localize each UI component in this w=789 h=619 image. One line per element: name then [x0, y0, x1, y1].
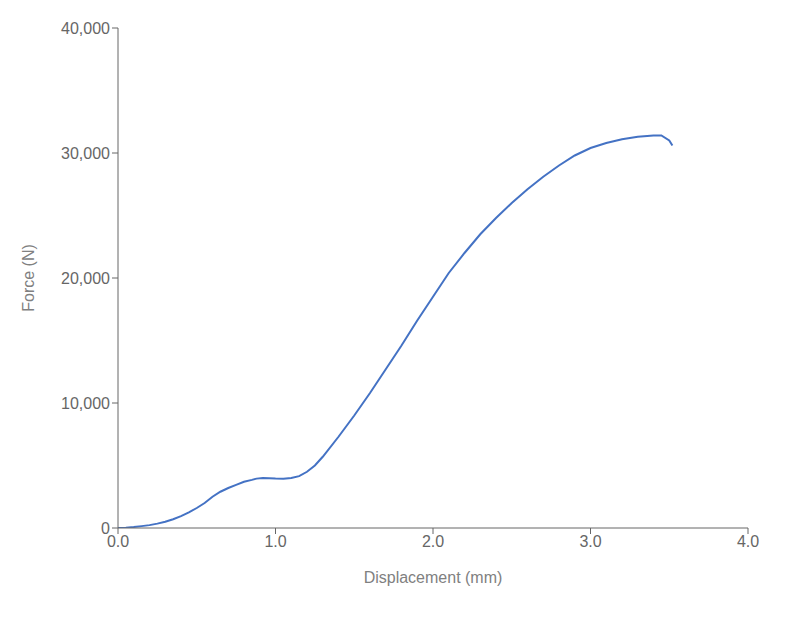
- svg-text:20,000: 20,000: [61, 270, 110, 287]
- svg-text:4.0: 4.0: [737, 533, 759, 550]
- svg-text:40,000: 40,000: [61, 20, 110, 37]
- svg-text:3.0: 3.0: [579, 533, 601, 550]
- svg-text:Displacement (mm): Displacement (mm): [364, 569, 503, 586]
- svg-text:30,000: 30,000: [61, 145, 110, 162]
- svg-text:0.0: 0.0: [107, 533, 129, 550]
- svg-text:1.0: 1.0: [264, 533, 286, 550]
- svg-text:0: 0: [101, 520, 110, 537]
- svg-text:Force (N): Force (N): [20, 244, 37, 312]
- svg-text:2.0: 2.0: [422, 533, 444, 550]
- svg-text:10,000: 10,000: [61, 395, 110, 412]
